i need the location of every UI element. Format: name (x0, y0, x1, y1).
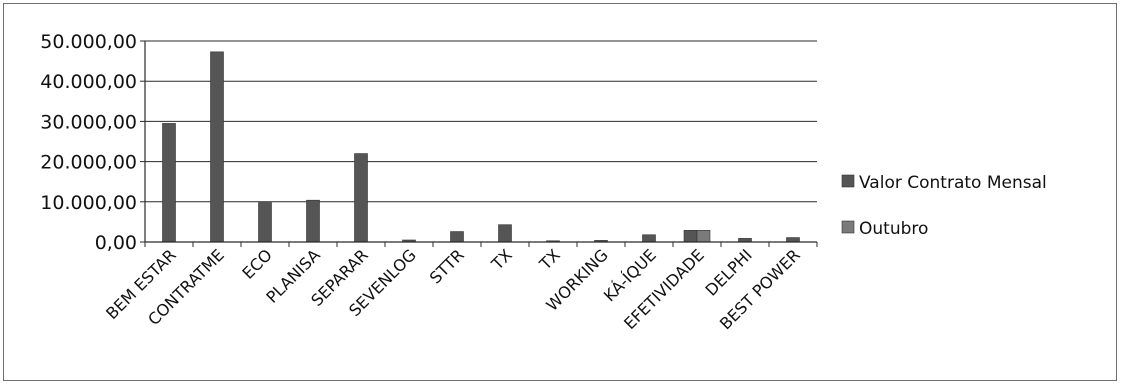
x-tick-label: TX (535, 245, 564, 274)
legend-label: Outubro (859, 219, 928, 239)
chart-frame: 0,00 10.000,00 20.000,00 30.000,00 40.000,00… (3, 3, 1117, 381)
bar-valor-contrato-mensal (786, 237, 800, 243)
bars (162, 51, 800, 243)
x-tick-label: STTR (426, 245, 468, 287)
y-tick-label: 10.000,00 (40, 192, 137, 214)
legend-label: Valor Contrato Mensal (859, 173, 1047, 193)
legend-swatch (841, 220, 855, 234)
x-tick-label: TX (487, 245, 516, 274)
bar-valor-contrato-mensal (258, 202, 272, 243)
y-tick-label: 20.000,00 (40, 152, 137, 174)
bar-valor-contrato-mensal (306, 199, 320, 243)
bar-valor-contrato-mensal (683, 230, 698, 243)
bar-outubro (696, 230, 711, 243)
legend-swatch (841, 174, 855, 188)
y-tick-labels: 0,00 10.000,00 20.000,00 30.000,00 40.000,00… (40, 31, 137, 254)
y-tick-label: 50.000,00 (40, 31, 137, 53)
bar-valor-contrato-mensal (498, 224, 512, 243)
y-tick-label: 30.000,00 (40, 111, 137, 133)
bar-valor-contrato-mensal (450, 231, 464, 243)
bar-valor-contrato-mensal (354, 153, 368, 243)
x-tick-label: ECO (238, 245, 275, 282)
bar-chart: 0,00 10.000,00 20.000,00 30.000,00 40.000,00… (40, 31, 1047, 333)
axes (140, 40, 818, 247)
bar-valor-contrato-mensal (162, 123, 176, 243)
bar-valor-contrato-mensal (210, 51, 224, 243)
legend: Valor Contrato Mensal Outubro (841, 173, 1047, 239)
bar-valor-contrato-mensal (642, 234, 656, 243)
y-tick-label: 0,00 (95, 232, 137, 254)
grid-lines (145, 40, 817, 203)
y-tick-label: 40.000,00 (40, 71, 137, 93)
